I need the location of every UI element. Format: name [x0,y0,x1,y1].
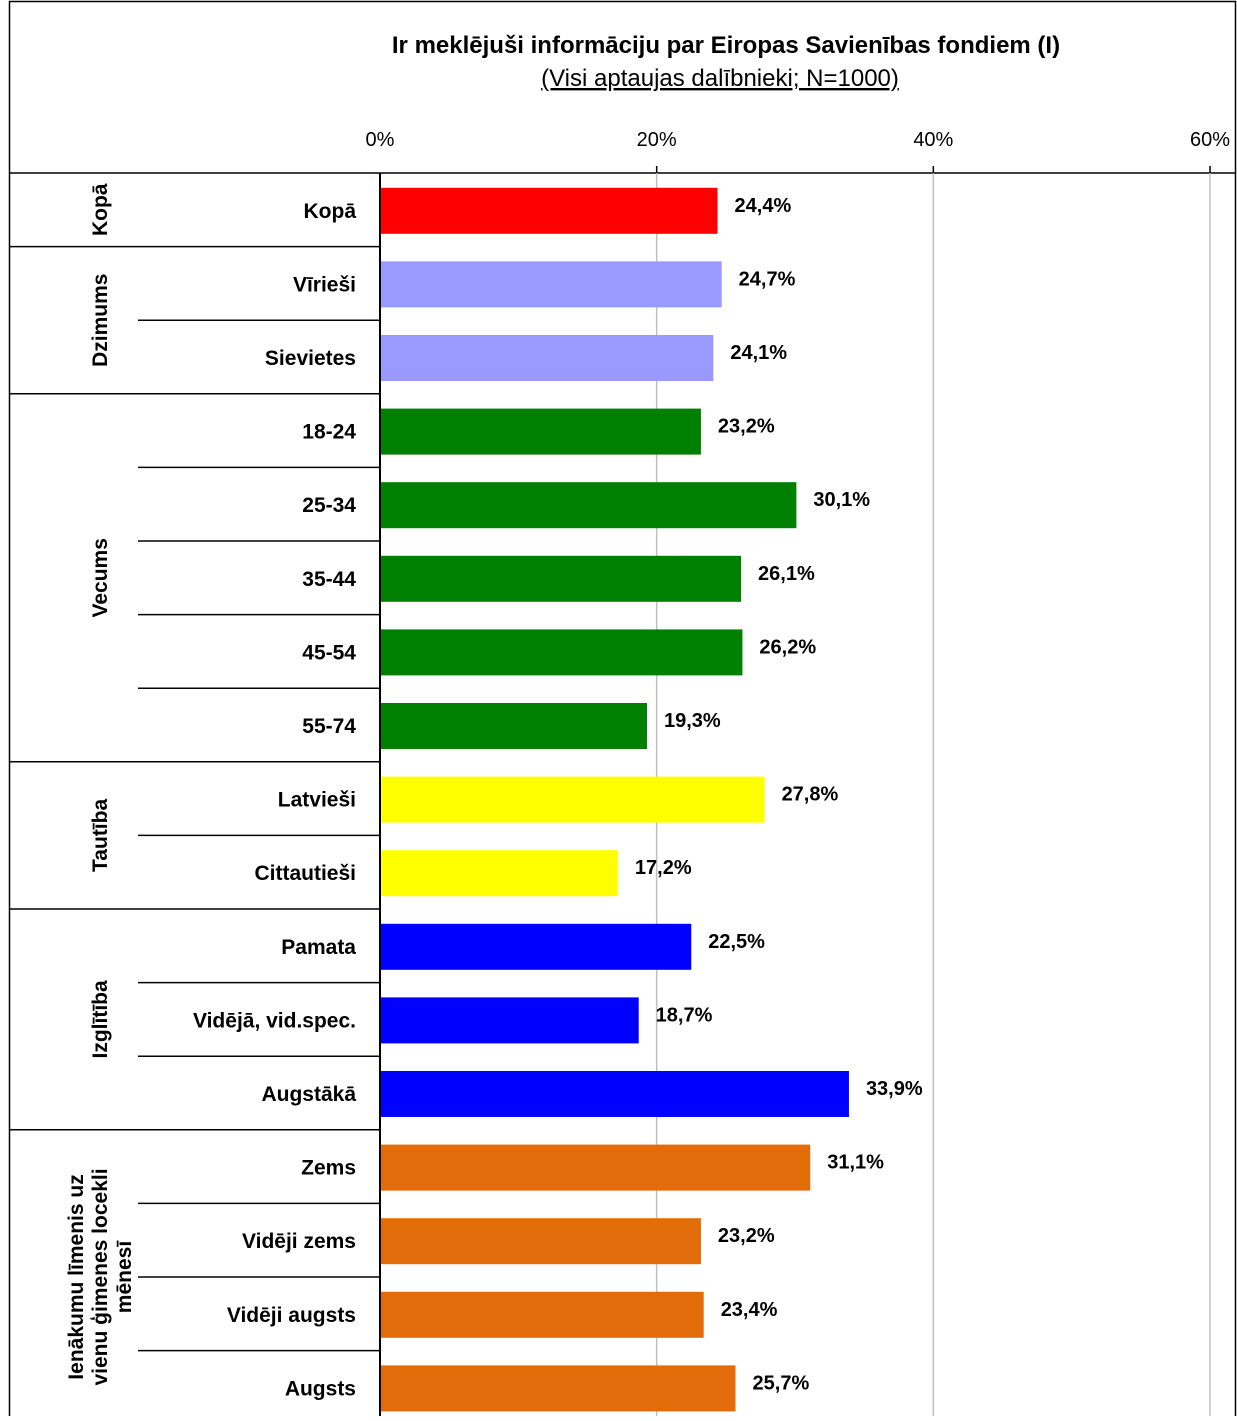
data-label: 23,2% [718,416,775,438]
group-label: Ienākumu līmenis uzvienu ģimenes locekli… [65,1168,136,1385]
data-label: 19,3% [664,710,721,732]
category-label: Zems [301,1157,356,1180]
data-label: 26,1% [758,563,815,585]
group-label-line: Vecums [89,538,112,617]
bar [380,1218,701,1265]
bar [380,1144,811,1191]
group-label-line: Ienākumu līmenis uz [65,1174,88,1379]
x-tick-label: 40% [913,129,953,151]
category-label: Augsts [285,1377,356,1400]
group-label: Dzimums [89,274,112,367]
data-label: 25,7% [753,1372,810,1394]
group-label: Tautība [89,799,112,872]
category-label: Cittautieši [254,862,356,885]
bar [380,261,722,308]
data-label: 18,7% [656,1004,713,1026]
data-label: 23,4% [721,1299,778,1321]
bar [380,1071,849,1117]
data-label: 24,1% [730,342,787,364]
group-label-line: Izglītība [89,980,112,1058]
bar [380,997,639,1044]
chart-border [8,0,1237,1421]
group-label-line: Kopā [89,183,112,236]
data-label: 24,4% [735,195,792,217]
chart-subtitle: (Visi aptaujas dalībnieki; N=1000) [541,65,899,92]
bar [380,187,718,234]
category-label: 35-44 [302,568,356,591]
category-label: Kopā [304,200,357,223]
data-label: 33,9% [866,1078,923,1100]
data-label: 30,1% [813,489,870,511]
category-label: Vidējā, vid.spec. [193,1009,356,1032]
bar [380,335,714,381]
data-label: 27,8% [782,784,839,806]
chart-title: Ir meklējuši informāciju par Eiropas Sav… [392,32,1060,59]
group-label: Vecums [89,538,112,617]
group-label-line: vienu ģimenes locekli [89,1168,112,1385]
bar [380,482,797,529]
group-label-line: Dzimums [89,274,112,367]
group-label-line: mēnesī [113,1240,136,1314]
category-label: 25-34 [302,494,356,517]
x-tick-label: 0% [366,129,395,151]
category-label: Vidēji augsts [227,1304,356,1327]
data-label: 26,2% [759,636,816,658]
category-label: Vidēji zems [242,1230,356,1253]
bar [380,1291,704,1338]
group-label: Kopā [89,183,112,236]
bar [380,923,692,970]
bar [380,776,765,823]
data-label: 24,7% [739,268,796,290]
bar [380,850,618,897]
bar [380,1365,736,1412]
x-tick-label: 60% [1190,129,1230,151]
category-label: Latvieši [278,789,356,812]
category-label: Sievietes [265,347,356,370]
category-label: 45-54 [302,641,356,664]
category-label: Augstākā [261,1083,356,1106]
data-label: 23,2% [718,1225,775,1247]
bar [380,629,743,676]
category-label: 55-74 [302,715,356,738]
x-tick-label: 20% [637,129,677,151]
data-label: 31,1% [827,1152,884,1174]
category-label: Pamata [281,936,356,959]
bar [380,555,742,602]
group-label: Izglītība [89,980,112,1058]
bar [380,408,701,455]
category-label: Vīrieši [293,273,356,296]
data-label: 17,2% [635,857,692,879]
category-label: 18-24 [302,421,356,444]
group-label-line: Tautība [89,799,112,872]
bar [380,703,647,749]
data-label: 22,5% [708,931,765,953]
